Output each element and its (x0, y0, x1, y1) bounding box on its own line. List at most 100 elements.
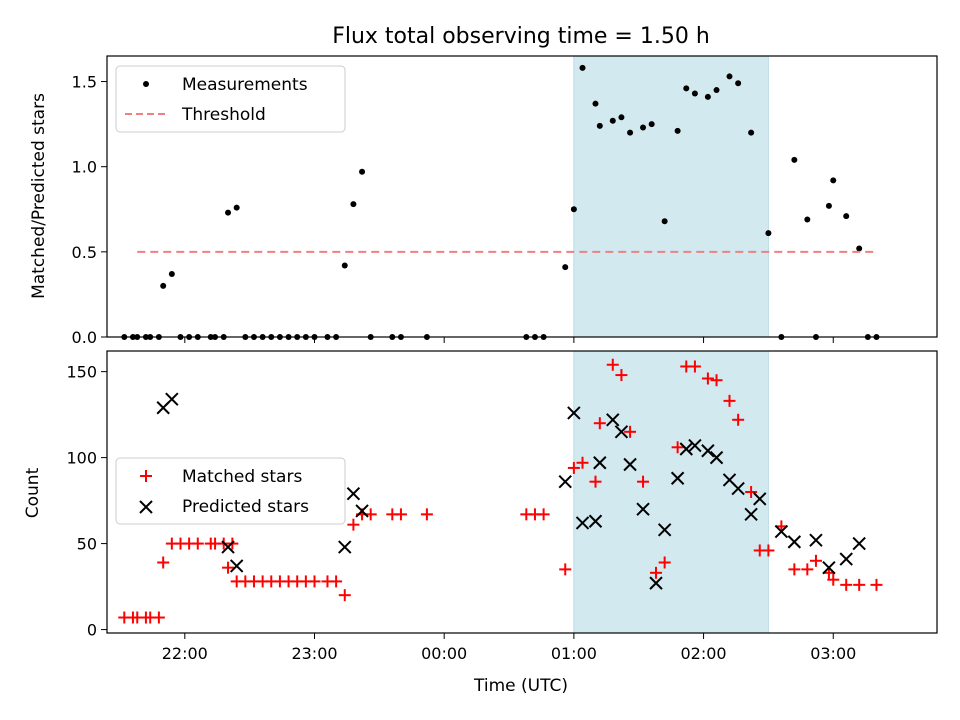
matched-stars-point (624, 425, 637, 438)
matched-stars-point (394, 508, 407, 521)
measurements-point (674, 127, 681, 134)
measurements-point (748, 129, 755, 136)
matched-stars-point (688, 360, 701, 373)
predicted-stars-point (614, 425, 629, 439)
top-plot-area: 0.0 0.5 1.0 1.5 (72, 55, 938, 347)
matched-stars-point (347, 518, 360, 531)
measurements-point (648, 121, 655, 128)
matched-stars-point (701, 372, 714, 385)
measurements-point (804, 216, 811, 223)
matched-stars-point (801, 563, 814, 576)
measurements-point (683, 85, 690, 92)
matched-stars-point (330, 575, 343, 588)
matched-stars-point (827, 573, 840, 586)
predicted-stars-legend-label: Predicted stars (182, 497, 309, 517)
measurements-point (359, 168, 366, 175)
predicted-stars-point (346, 487, 361, 501)
matched-stars-point (762, 544, 775, 557)
predicted-stars-point (688, 438, 702, 453)
predicted-stars-point (558, 474, 572, 489)
bottom-observing-window-shade (573, 350, 769, 634)
bottom-legend: Matched stars Predicted stars (115, 457, 346, 525)
predicted-stars-point (679, 442, 693, 456)
measurements-point (765, 230, 772, 237)
matched-stars-point (593, 417, 606, 430)
predicted-stars-point (593, 456, 607, 470)
bottom-plot-area: 0 50 100 150 22:00 23:00 00:00 01:00 02:00 03:00 (66, 350, 938, 663)
measurements-legend-label: Measurements (182, 75, 308, 95)
measurements-point (825, 202, 832, 209)
predicted-stars-point (636, 502, 650, 516)
predicted-stars-point (709, 450, 724, 465)
matched-stars-point (853, 578, 866, 591)
predicted-stars-point (657, 523, 672, 537)
predicted-stars-point (623, 457, 637, 472)
matched-stars-point (589, 475, 602, 488)
matched-stars-point (606, 358, 619, 371)
top-legend-box (115, 65, 346, 133)
top-observing-window-shade (573, 55, 769, 338)
matched-stars-point (157, 556, 170, 569)
measurements-point (618, 114, 625, 121)
measurements-point (691, 90, 698, 97)
measurements-point (579, 64, 586, 71)
matched-stars-point (152, 611, 165, 624)
predicted-stars-point (229, 559, 244, 573)
matched-stars-point (420, 508, 433, 521)
x-axis-label: Time (UTC) (473, 676, 568, 696)
chart-title: Flux total observing time = 1.50 h (332, 24, 710, 49)
measurements-point (168, 270, 175, 277)
matched-stars-point (840, 578, 853, 591)
top-axes-frame (106, 55, 938, 338)
predicted-stars-point (338, 540, 352, 554)
matched-stars-legend-label: Matched stars (182, 467, 302, 487)
predicted-stars-point (670, 471, 685, 485)
predicted-stars-point (221, 540, 235, 554)
bottom-y-tick-label: 150 (66, 363, 97, 382)
predicted-stars-point (809, 533, 823, 547)
matched-stars-point (650, 566, 663, 579)
measurements-point (830, 177, 837, 184)
measurements-point (661, 218, 668, 225)
threshold-legend-label: Threshold (181, 105, 266, 125)
matched-stars-point (576, 456, 589, 469)
x-tick-label: 23:00 (291, 644, 337, 663)
measurements-point (225, 209, 232, 216)
matched-stars-point (870, 578, 883, 591)
predicted-stars-point (701, 444, 715, 458)
measurements-point (341, 262, 348, 269)
measurements-point (726, 73, 733, 80)
predicted-stars-point (649, 576, 663, 590)
bottom-legend-box (115, 457, 346, 525)
bottom-y-tick-label: 100 (66, 449, 97, 468)
matched-stars-point (710, 374, 723, 387)
top-y-tick-label: 0.0 (72, 328, 97, 347)
matched-stars-point (567, 461, 580, 474)
matched-stars-legend-marker (140, 470, 152, 482)
measurements-point (627, 129, 634, 136)
top-y-tick-label: 0.5 (72, 243, 97, 262)
predicted-stars-point (165, 392, 179, 406)
matched-stars-point (222, 561, 235, 574)
predicted-stars-point (567, 406, 581, 420)
measurements-point (596, 122, 603, 129)
measurements-point (233, 204, 240, 211)
top-y-tick-label: 1.0 (72, 158, 97, 177)
predicted-stars-point (774, 524, 789, 539)
predicted-stars-point (839, 552, 853, 566)
matched-stars-point (537, 508, 550, 521)
measurements-point (609, 117, 616, 124)
bottom-y-tick-label: 50 (77, 535, 97, 554)
measurements-point (791, 156, 798, 163)
matched-stars-point (658, 556, 671, 569)
predicted-stars-point (355, 504, 369, 518)
measurements-point (160, 282, 167, 289)
x-tick-label: 02:00 (681, 644, 727, 663)
x-tick-label: 01:00 (551, 644, 597, 663)
x-tick-label: 03:00 (810, 644, 856, 663)
measurements-point (350, 201, 357, 208)
x-tick-label: 22:00 (162, 644, 208, 663)
measurements-point (856, 245, 863, 252)
